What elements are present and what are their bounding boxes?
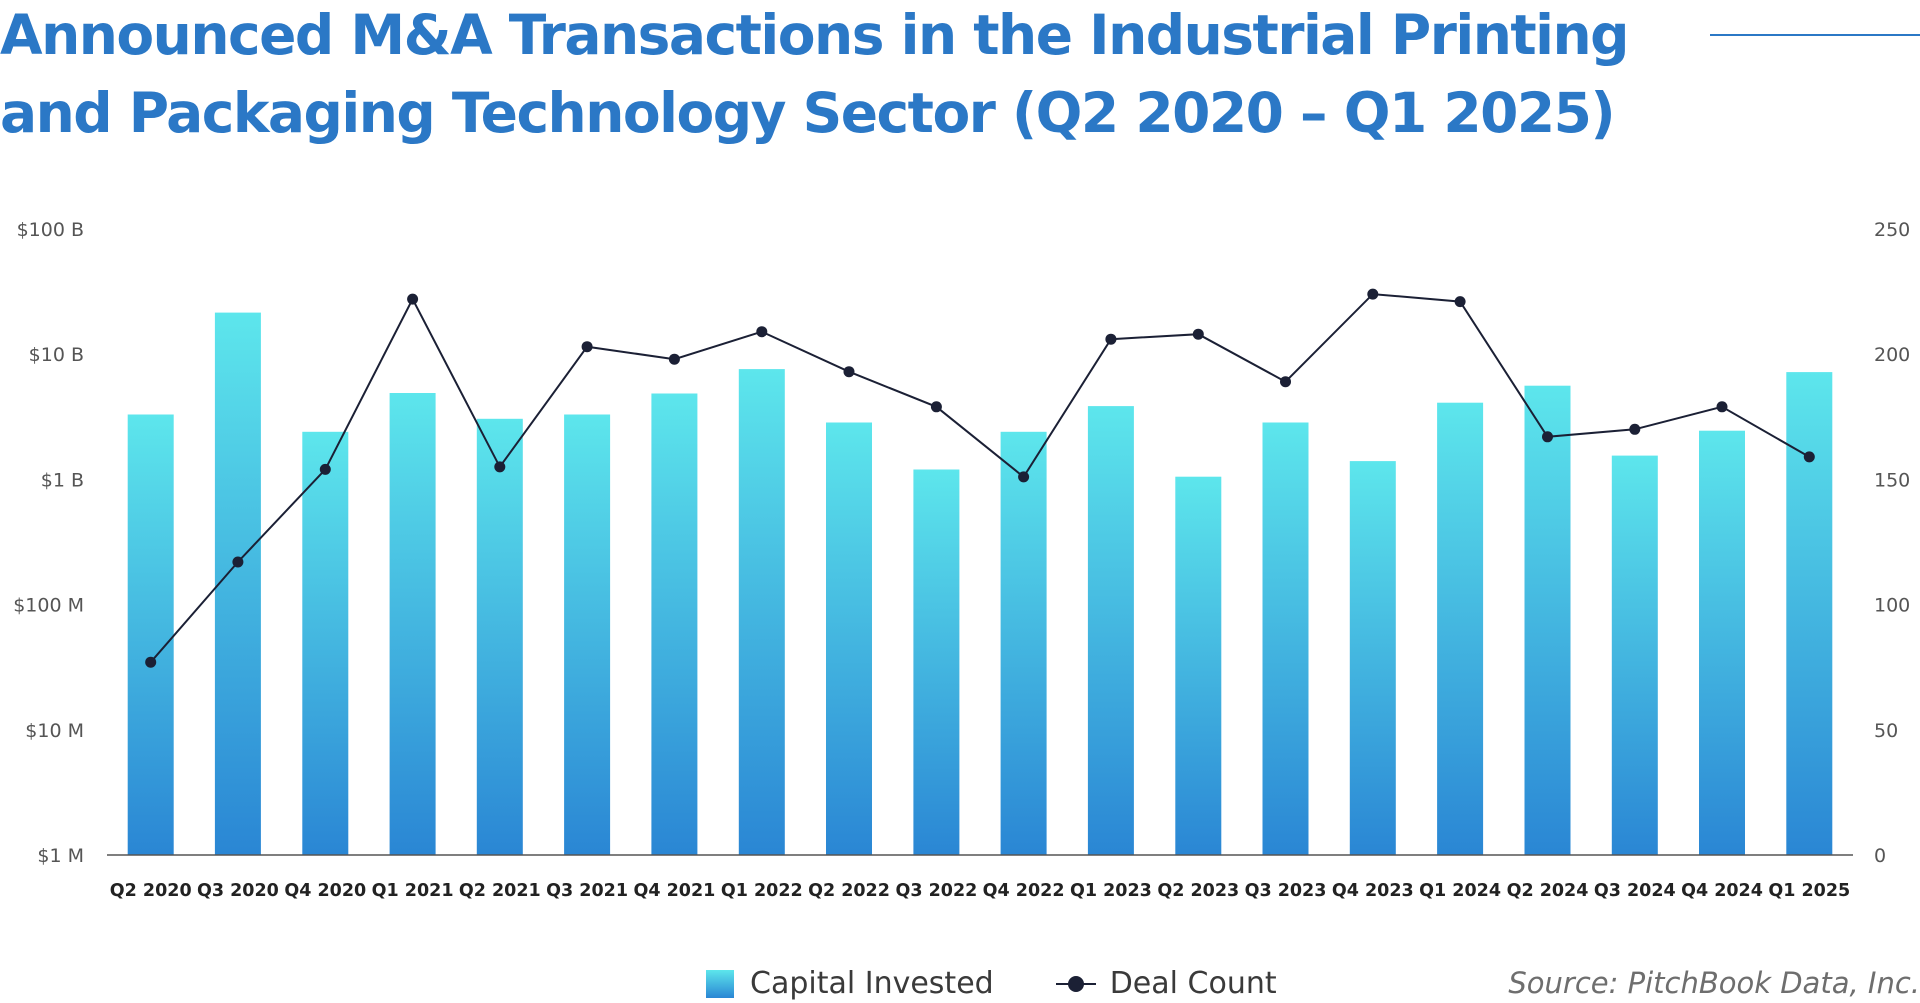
right-axis-tick-label: 150: [1874, 469, 1910, 491]
x-axis-tick-label: Q1 2022: [721, 881, 803, 901]
capital-invested-swatch: [706, 969, 734, 998]
legend: Capital Invested Deal Count: [706, 966, 1339, 1001]
deal-count-point: [843, 366, 855, 378]
left-axis-tick-label: $1 B: [41, 469, 84, 491]
deal-count-point: [930, 401, 942, 413]
capital-invested-bar: [1000, 431, 1047, 855]
chart-title: Announced M&A Transactions in the Indust…: [0, 3, 1630, 145]
capital-invested-bar: [1262, 422, 1309, 855]
x-axis-tick-label: Q1 2024: [1419, 881, 1501, 901]
capital-invested-bar: [476, 418, 523, 855]
capital-invested-bar: [651, 393, 698, 855]
capital-invested-bar: [1524, 385, 1571, 855]
deal-count-line-layer: [145, 288, 1815, 668]
tick-labels-layer: $1 M $10 M $100 M $1 B $10 B $100 B 0 50 100 150 2…: [13, 219, 1910, 901]
legend-label-deal-count: Deal Count: [1109, 966, 1277, 1001]
capital-invested-bar: [826, 422, 872, 855]
deal-count-point: [1803, 451, 1815, 463]
deal-count-point: [1542, 431, 1553, 443]
x-axis-tick-label: Q3 2023: [1245, 881, 1327, 901]
deal-count-point: [1454, 296, 1466, 308]
right-axis-tick-label: 50: [1874, 720, 1898, 742]
deal-count-point: [145, 656, 157, 668]
title-divider: [1710, 34, 1920, 36]
left-axis-tick-label: $1 M: [37, 845, 84, 867]
deal-count-point: [668, 353, 680, 365]
right-axis-tick-label: 100: [1874, 595, 1910, 617]
capital-invested-bar: [1175, 476, 1222, 855]
capital-invested-bar: [1087, 406, 1134, 855]
deal-count-point: [319, 463, 331, 475]
x-axis-tick-label: Q3 2020: [197, 881, 279, 901]
left-axis-tick-label: $10 B: [29, 344, 84, 366]
x-axis-tick-label: Q2 2022: [808, 881, 890, 901]
capital-invested-bar: [913, 469, 960, 855]
x-axis-tick-label: Q4 2021: [633, 881, 715, 901]
left-axis-tick-label: $10 M: [25, 720, 84, 742]
x-axis-tick-label: Q1 2025: [1768, 881, 1850, 901]
deal-count-point: [1192, 328, 1204, 340]
capital-invested-bar: [564, 414, 611, 855]
left-axis-tick-label: $100 M: [13, 595, 84, 617]
deal-count-point: [1280, 376, 1291, 388]
deal-count-point: [1018, 471, 1030, 483]
deal-count-point: [581, 341, 593, 353]
x-axis-tick-label: Q2 2021: [459, 881, 541, 901]
deal-count-point: [756, 326, 768, 338]
capital-invested-bar: [738, 369, 785, 855]
deal-count-point: [1629, 423, 1641, 435]
right-axis-tick-label: 200: [1874, 344, 1910, 366]
source-note: Source: PitchBook Data, Inc.: [1508, 966, 1920, 1000]
capital-invested-bar: [1611, 455, 1658, 855]
x-axis-tick-label: Q1 2021: [372, 881, 454, 901]
deal-count-point: [494, 461, 506, 473]
x-axis-tick-label: Q3 2024: [1594, 881, 1676, 901]
right-axis-tick-label: 0: [1874, 845, 1886, 867]
deal-count-point: [1716, 401, 1728, 413]
deal-count-point: [1367, 288, 1379, 300]
deal-count-marker-icon: [1055, 970, 1096, 998]
capital-invested-bar: [214, 312, 261, 856]
deal-count-point: [1105, 333, 1117, 345]
capital-invested-bar: [1349, 461, 1396, 855]
x-axis-tick-label: Q3 2021: [546, 881, 628, 901]
x-axis-tick-label: Q2 2023: [1157, 881, 1239, 901]
bars-layer: [127, 312, 1833, 856]
capital-invested-bar: [302, 431, 349, 855]
legend-item-deal-count[interactable]: Deal Count: [1055, 966, 1277, 1001]
x-axis-tick-label: Q3 2022: [895, 881, 977, 901]
x-axis-tick-label: Q2 2024: [1507, 881, 1589, 901]
right-axis-tick-label: 250: [1874, 219, 1910, 241]
capital-invested-bar: [1437, 402, 1484, 855]
capital-invested-bar: [389, 393, 436, 855]
x-axis-tick-label: Q4 2020: [284, 881, 366, 901]
deal-count-point: [407, 293, 419, 305]
capital-invested-bar: [1786, 372, 1833, 855]
x-axis-tick-label: Q1 2023: [1070, 881, 1152, 901]
legend-label-capital-invested: Capital Invested: [750, 966, 994, 1001]
capital-invested-bar: [127, 414, 174, 855]
deal-count-line: [149, 293, 1810, 663]
x-axis-tick-label: Q4 2024: [1681, 881, 1763, 901]
legend-item-capital-invested[interactable]: Capital Invested: [706, 966, 994, 1001]
x-axis-tick-label: Q4 2022: [983, 881, 1065, 901]
deal-count-point: [232, 556, 244, 568]
left-axis-tick-label: $100 B: [17, 219, 84, 241]
capital-invested-bar: [1699, 430, 1745, 855]
x-axis-tick-label: Q4 2023: [1332, 881, 1414, 901]
x-axis-tick-label: Q2 2020: [110, 881, 192, 901]
